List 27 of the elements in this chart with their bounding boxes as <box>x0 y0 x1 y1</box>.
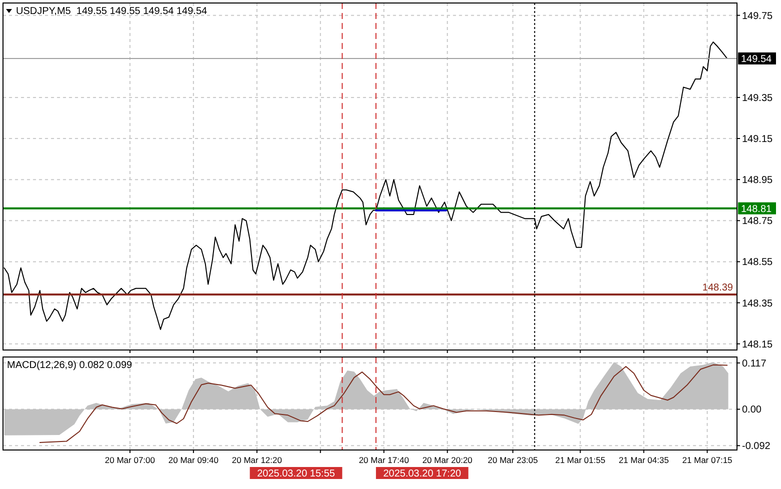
y-tick-label: 148.95 <box>742 175 774 186</box>
y-tick-label: 149.75 <box>742 10 774 22</box>
y-tick-label: 148.55 <box>742 257 774 268</box>
y-tick-label: 148.15 <box>742 339 774 350</box>
ref-line-label: 149.54 <box>741 54 772 65</box>
ref-line-label: 2025.03.20 17:20 <box>383 468 462 480</box>
y-tick-label: -0.092 <box>742 441 771 452</box>
y-tick-label: 0.117 <box>742 358 767 370</box>
x-tick-label: 20 Mar 12:20 <box>232 455 282 465</box>
x-tick-label: 20 Mar 20:20 <box>422 455 473 465</box>
chart-title: MACD(12,26,9) 0.082 0.099 <box>7 360 133 371</box>
x-tick-label: 20 Mar 07:00 <box>104 455 156 465</box>
x-tick-label: 20 Mar 23:05 <box>488 455 538 465</box>
x-tick-label: 21 Mar 07:15 <box>682 455 733 465</box>
y-tick-label: 149.15 <box>742 134 774 146</box>
chart-title: USDJPY,M5 149.55 149.55 149.54 149.54 <box>16 6 208 17</box>
y-tick-label: 148.35 <box>742 298 774 310</box>
x-tick-label: 20 Mar 09:40 <box>168 455 219 465</box>
x-tick-label: 21 Mar 01:55 <box>555 455 606 465</box>
ref-line-label: 148.39 <box>702 282 734 294</box>
x-tick-label: 21 Mar 04:35 <box>618 455 670 465</box>
ref-line-label: 148.81 <box>741 204 772 215</box>
ref-line-label: 2025.03.20 15:55 <box>257 468 336 480</box>
y-tick-label: 148.75 <box>742 216 774 228</box>
y-tick-label: 0.00 <box>742 404 762 416</box>
y-tick-label: 149.35 <box>742 92 774 104</box>
x-tick-label: 20 Mar 17:40 <box>358 455 410 465</box>
